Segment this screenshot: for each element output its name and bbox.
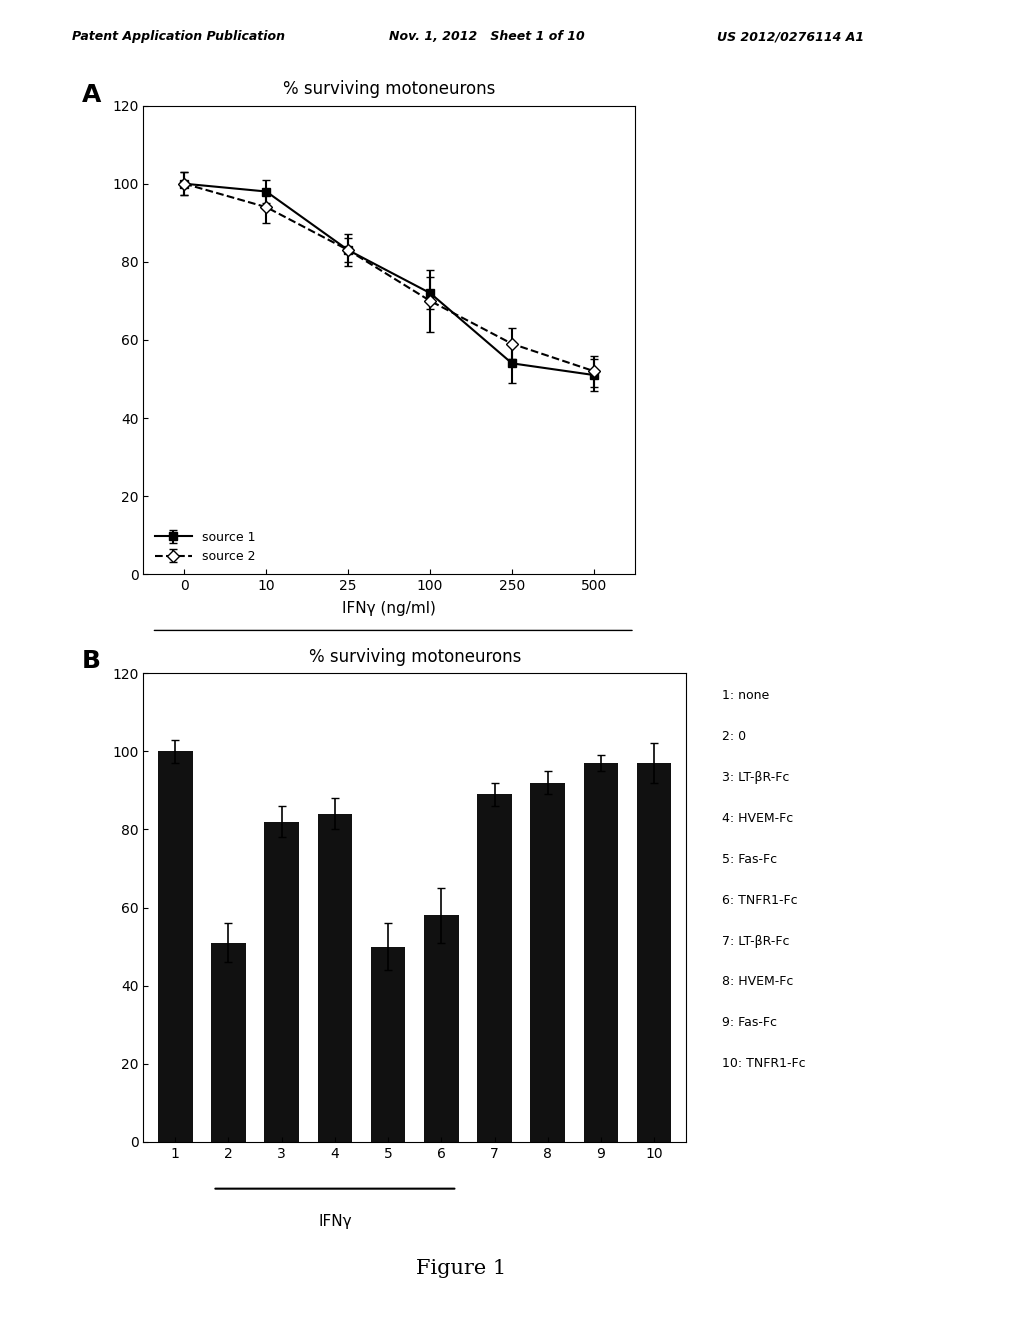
Text: B: B (82, 649, 101, 673)
Text: 6: TNFR1-Fc: 6: TNFR1-Fc (722, 894, 798, 907)
Bar (158, 751, 193, 1142)
Legend: source 1, source 2: source 1, source 2 (150, 525, 261, 568)
Text: US 2012/0276114 A1: US 2012/0276114 A1 (717, 30, 864, 44)
Bar (477, 795, 512, 1142)
Text: 5: Fas-Fc: 5: Fas-Fc (722, 853, 777, 866)
Text: 1: none: 1: none (722, 689, 769, 702)
Text: 9: Fas-Fc: 9: Fas-Fc (722, 1016, 777, 1030)
Bar (584, 763, 618, 1142)
Bar (371, 946, 406, 1142)
X-axis label: IFNγ (ng/ml): IFNγ (ng/ml) (342, 602, 436, 616)
Text: IFNγ: IFNγ (318, 1214, 351, 1229)
Bar (264, 821, 299, 1142)
Bar (211, 942, 246, 1142)
Bar (424, 915, 459, 1142)
Text: 2: 0: 2: 0 (722, 730, 746, 743)
Title: % surviving motoneurons: % surviving motoneurons (283, 81, 496, 99)
Text: Patent Application Publication: Patent Application Publication (72, 30, 285, 44)
Title: % surviving motoneurons: % surviving motoneurons (308, 648, 521, 667)
Bar (637, 763, 672, 1142)
Text: 7: LT-βR-Fc: 7: LT-βR-Fc (722, 935, 790, 948)
Text: 10: TNFR1-Fc: 10: TNFR1-Fc (722, 1057, 806, 1071)
Text: Figure 1: Figure 1 (416, 1259, 506, 1278)
Text: 3: LT-βR-Fc: 3: LT-βR-Fc (722, 771, 790, 784)
Text: A: A (82, 83, 101, 107)
Bar (530, 783, 565, 1142)
Text: 4: HVEM-Fc: 4: HVEM-Fc (722, 812, 794, 825)
Text: 8: HVEM-Fc: 8: HVEM-Fc (722, 975, 794, 989)
Bar (317, 813, 352, 1142)
Text: Nov. 1, 2012   Sheet 1 of 10: Nov. 1, 2012 Sheet 1 of 10 (389, 30, 585, 44)
